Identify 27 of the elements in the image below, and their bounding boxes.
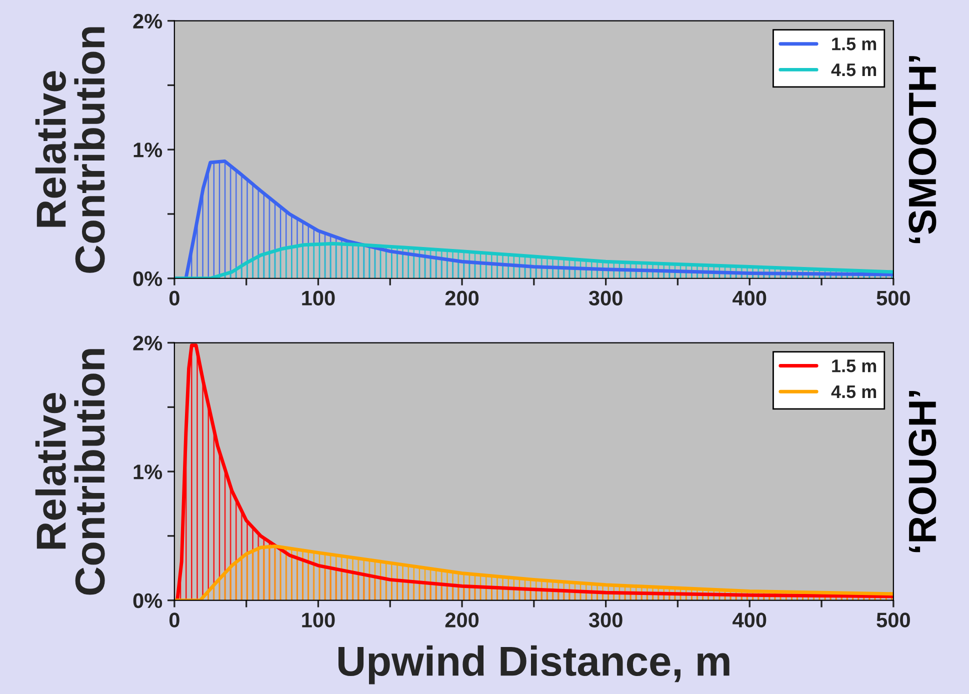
legend-label: 4.5 m — [831, 386, 876, 398]
x-tick-label: 500 — [876, 612, 910, 628]
x-tick-label: 100 — [302, 290, 335, 306]
y2-axis-title: ‘ROUGH’ — [908, 390, 936, 552]
y-axis-title: Relative Contribution — [35, 27, 105, 273]
x-tick-label: 200 — [445, 612, 479, 628]
y-tick-label: 2% — [133, 336, 162, 350]
x-tick-label: 400 — [732, 290, 766, 306]
y2-axis-title: ‘SMOOTH’ — [908, 56, 936, 244]
y-tick-label: 0% — [133, 271, 162, 286]
x-tick-label: 300 — [588, 612, 622, 628]
y-axis-title: Relative Contribution — [35, 349, 105, 595]
x-tick-label: 400 — [732, 612, 766, 628]
x-tick-label: 0 — [169, 612, 180, 628]
legend-label: 4.5 m — [831, 64, 876, 76]
y-tick-label: 1% — [134, 464, 162, 480]
y-tick-label: 1% — [134, 142, 162, 158]
x-tick-label: 100 — [302, 612, 335, 628]
x-tick-label: 300 — [588, 290, 622, 306]
legend-label: 1.5 m — [832, 38, 876, 50]
y-tick-label: 0% — [133, 593, 162, 608]
x-axis-title: Upwind Distance, m — [338, 645, 730, 684]
x-tick-label: 0 — [169, 290, 180, 306]
x-tick-label: 200 — [445, 290, 479, 306]
x-tick-label: 500 — [876, 290, 910, 306]
legend-label: 1.5 m — [832, 360, 876, 372]
y-tick-label: 2% — [133, 14, 162, 29]
